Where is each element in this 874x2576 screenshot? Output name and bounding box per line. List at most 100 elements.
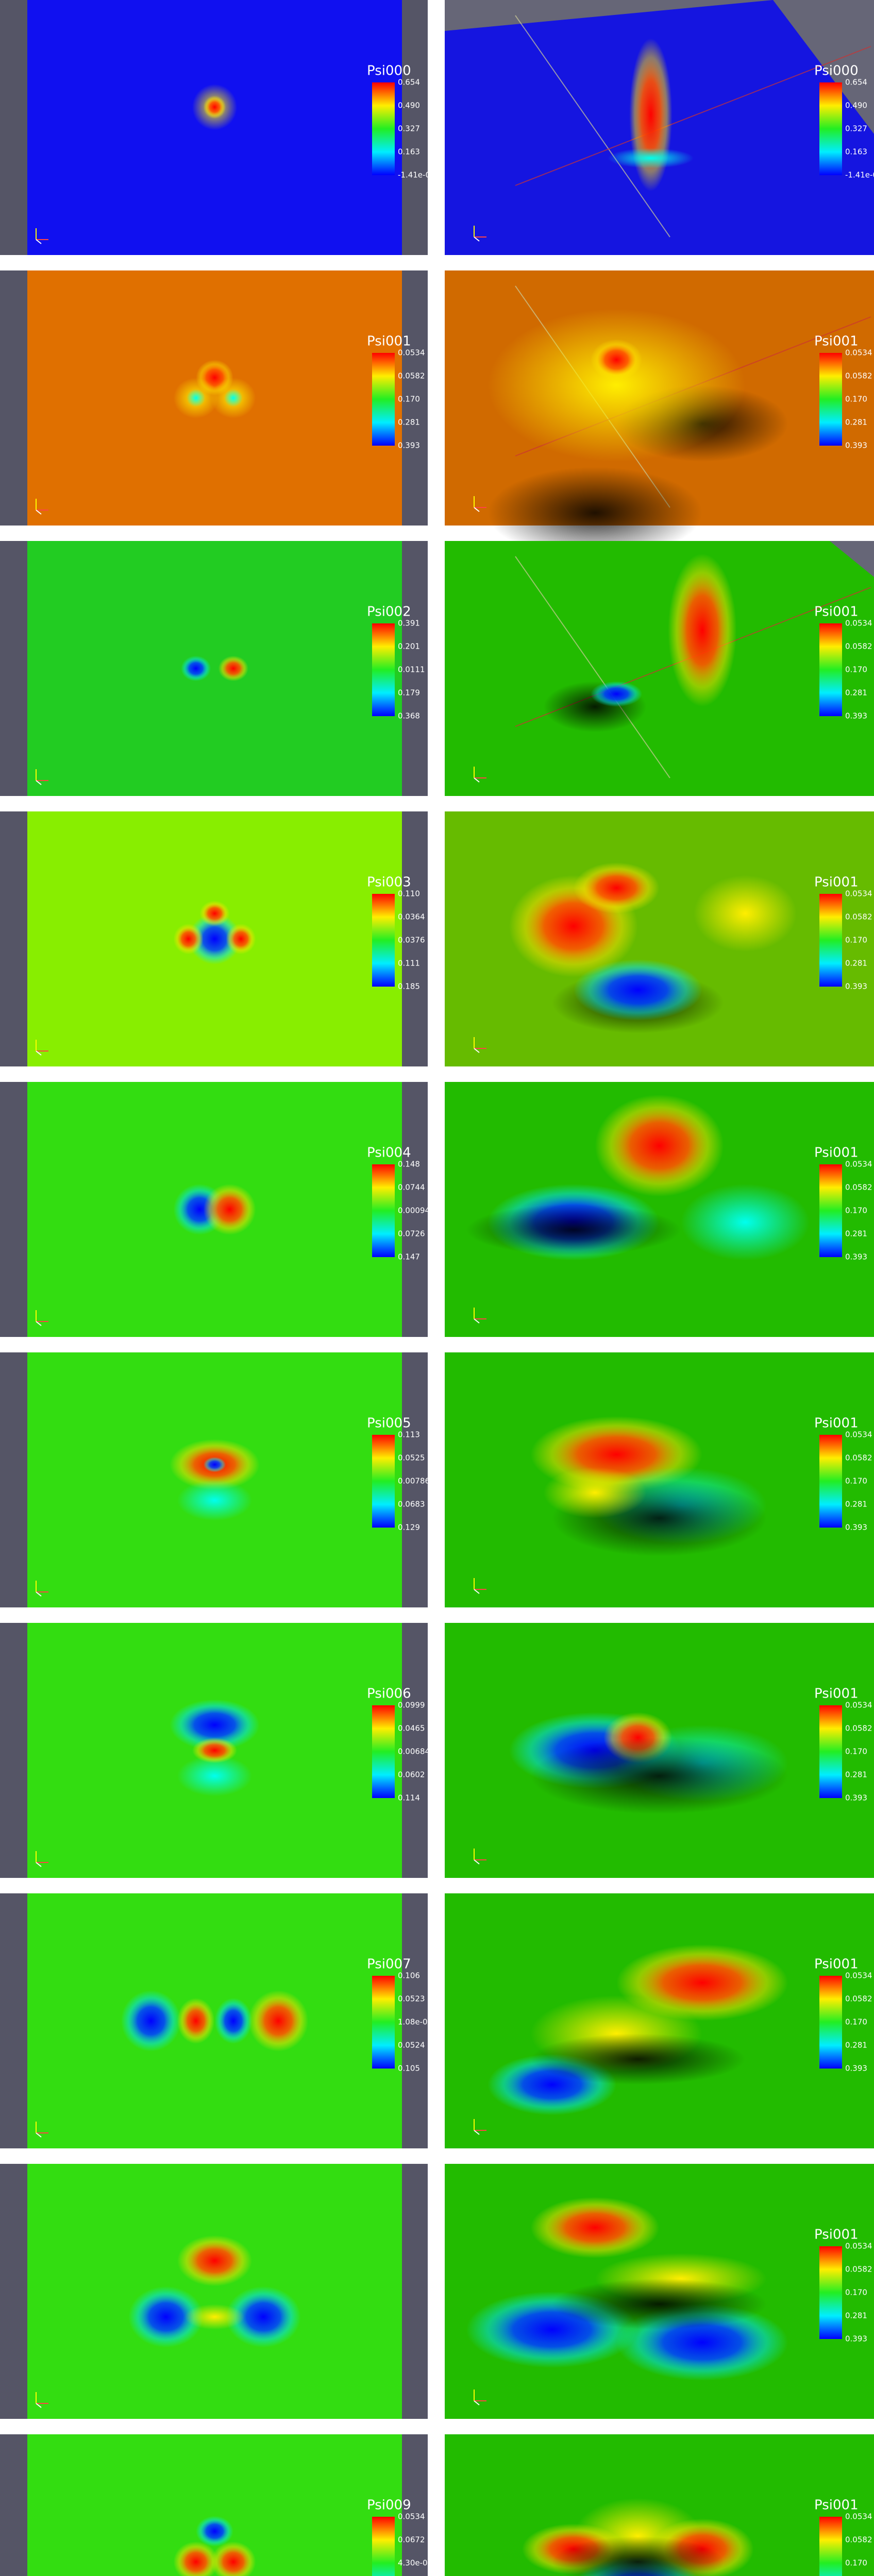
colorbar-title: Psi004 [367, 1145, 411, 1161]
colorbar-tick-label: 0.281 [845, 688, 867, 698]
blob [177, 1480, 253, 1521]
colorbar-tick-label: 0.0534 [845, 619, 872, 628]
blob [128, 2286, 204, 2348]
colorbar [372, 623, 395, 716]
colorbar [372, 1164, 395, 1257]
axes-triad [474, 777, 480, 783]
axes-triad [474, 507, 480, 512]
colorbar-tick-label: 0.0534 [398, 348, 425, 358]
colorbar-tick-label: 0.393 [845, 441, 867, 450]
blob [177, 2235, 253, 2286]
row: Psi0020.3910.2010.01110.1790.368Psi0010.… [0, 541, 874, 796]
colorbar-tick-label: 0.0364 [398, 912, 425, 922]
blob [173, 923, 204, 955]
colorbar [372, 82, 395, 175]
row: Psi0000.6540.4900.3270.163-1.41e-07Psi00… [0, 0, 874, 255]
colorbar-tick-label: 0.163 [398, 147, 420, 157]
axes-triad [36, 1321, 42, 1326]
colorbar-tick-label: 0.0534 [845, 2242, 872, 2251]
colorbar-tick-label: 0.0744 [398, 1183, 425, 1192]
colorbar-tick-label: 0.0672 [398, 2535, 425, 2545]
colorbar-title: Psi002 [367, 604, 411, 620]
blob [121, 1990, 181, 2052]
colorbar [372, 1705, 395, 1798]
row: Psi0030.1100.03640.03760.1110.185Psi0010… [0, 811, 874, 1066]
colorbar-title: Psi007 [367, 1957, 411, 1972]
blob [218, 655, 248, 682]
blob [591, 339, 643, 380]
colorbar [819, 2517, 842, 2576]
row: Psi0010.05340.05820.1700.2810.393Psi0010… [0, 270, 874, 559]
blob [192, 1737, 238, 1764]
colorbar-tick-label: 1.08e-05 [398, 2018, 432, 2027]
blob [543, 1467, 647, 1518]
colorbar-title: Psi001 [814, 2227, 859, 2243]
colorbar-tick-label: 0.0465 [398, 1724, 425, 1733]
row: Psi0090.05340.06724.30e-080.05730.115Psi… [0, 2434, 874, 2576]
colorbar-tick-label: 0.393 [845, 2064, 867, 2073]
colorbar-title: Psi001 [367, 334, 411, 349]
colorbar-tick-label: 4.30e-08 [398, 2558, 432, 2568]
colorbar-tick-label: 0.281 [845, 2311, 867, 2320]
blob [488, 467, 702, 559]
colorbar-tick-label: -1.41e-07 [398, 171, 435, 180]
axis-line [515, 46, 871, 186]
colorbar-tick-label: 0.201 [398, 642, 420, 651]
colorbar-tick-label: 0.0534 [845, 889, 872, 899]
colorbar-tick-label: 0.170 [845, 395, 867, 404]
axes-triad [36, 780, 42, 785]
colorbar-tick-label: 0.393 [845, 982, 867, 991]
colorbar-tick-label: 0.185 [398, 982, 420, 991]
colorbar-tick-label: 0.0582 [845, 2535, 872, 2545]
colorbar-tick-label: 0.391 [398, 619, 420, 628]
blob [177, 1997, 215, 2044]
colorbar-tick-label: 0.0582 [845, 1994, 872, 2004]
colorbar [372, 2517, 395, 2576]
colorbar-tick-label: 0.0582 [845, 371, 872, 381]
colorbar-tick-label: 0.105 [398, 2064, 420, 2073]
colorbar [819, 1164, 842, 1257]
blob [552, 2278, 767, 2330]
colorbar-tick-label: 0.170 [845, 1477, 867, 1486]
colorbar-tick-label: 0.393 [398, 441, 420, 450]
colorbar [819, 894, 842, 987]
colorbar-tick-label: 0.0111 [398, 665, 425, 674]
axes-triad [474, 2400, 480, 2405]
blob [224, 389, 243, 407]
colorbar-tick-label: 0.0376 [398, 936, 425, 945]
colorbar-tick-label: 0.281 [845, 1229, 867, 1239]
colorbar [372, 1435, 395, 1528]
colorbar-tick-label: 0.281 [845, 418, 867, 427]
colorbar [372, 1976, 395, 2069]
blob [573, 959, 702, 1021]
blob [694, 875, 797, 952]
blob [203, 95, 226, 119]
axes-triad [474, 1589, 480, 1594]
blob [177, 1755, 253, 1797]
render-view [27, 541, 402, 796]
render-view [445, 541, 874, 796]
colorbar-tick-label: 0.0534 [398, 2512, 425, 2521]
row: Psi0070.1060.05231.08e-050.05240.105Psi0… [0, 1893, 874, 2148]
colorbar-tick-label: 0.281 [845, 2041, 867, 2050]
axes-triad [474, 2130, 480, 2135]
background-corner [445, 0, 874, 134]
render-view [27, 2164, 402, 2419]
colorbar-title: Psi000 [367, 63, 411, 79]
colorbar-tick-label: 0.0602 [398, 1770, 425, 1780]
colorbar-tick-label: 0.110 [398, 889, 420, 899]
colorbar-tick-label: 0.0534 [845, 1160, 872, 1169]
colorbar-tick-label: 0.0582 [845, 1724, 872, 1733]
colorbar-tick-label: 0.0523 [398, 1994, 425, 2004]
colorbar-tick-label: 0.281 [398, 418, 420, 427]
